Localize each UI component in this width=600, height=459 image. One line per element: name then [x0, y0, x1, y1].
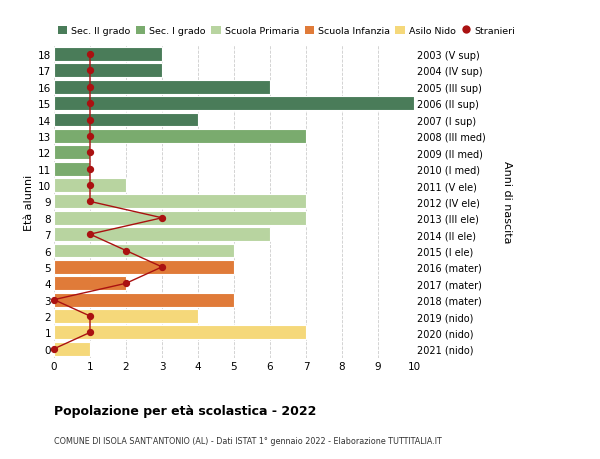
Point	[85, 166, 95, 173]
Bar	[54, 146, 90, 160]
Bar	[54, 113, 198, 127]
Point	[121, 280, 131, 287]
Bar	[54, 326, 306, 340]
Bar	[54, 211, 306, 225]
Bar	[54, 179, 126, 193]
Point	[121, 247, 131, 255]
Bar	[54, 97, 414, 111]
Point	[85, 67, 95, 75]
Point	[85, 149, 95, 157]
Bar	[54, 81, 270, 95]
Bar	[54, 162, 90, 176]
Point	[85, 117, 95, 124]
Bar	[54, 293, 234, 307]
Bar	[54, 228, 270, 241]
Point	[85, 51, 95, 59]
Bar	[54, 129, 306, 144]
Bar	[54, 277, 126, 291]
Legend: Sec. II grado, Sec. I grado, Scuola Primaria, Scuola Infanzia, Asilo Nido, Stran: Sec. II grado, Sec. I grado, Scuola Prim…	[54, 23, 519, 39]
Point	[157, 215, 167, 222]
Y-axis label: Anni di nascita: Anni di nascita	[502, 161, 512, 243]
Bar	[54, 244, 234, 258]
Point	[157, 263, 167, 271]
Point	[85, 84, 95, 91]
Point	[85, 198, 95, 206]
Bar	[54, 342, 90, 356]
Bar	[54, 64, 162, 78]
Bar	[54, 309, 198, 323]
Point	[85, 329, 95, 336]
Bar	[54, 260, 234, 274]
Point	[85, 231, 95, 238]
Point	[49, 297, 59, 304]
Text: Popolazione per età scolastica - 2022: Popolazione per età scolastica - 2022	[54, 404, 316, 417]
Point	[85, 313, 95, 320]
Text: COMUNE DI ISOLA SANT'ANTONIO (AL) - Dati ISTAT 1° gennaio 2022 - Elaborazione TU: COMUNE DI ISOLA SANT'ANTONIO (AL) - Dati…	[54, 436, 442, 445]
Bar	[54, 195, 306, 209]
Bar	[54, 48, 162, 62]
Y-axis label: Età alunni: Età alunni	[24, 174, 34, 230]
Point	[49, 345, 59, 353]
Point	[85, 100, 95, 107]
Point	[85, 182, 95, 189]
Point	[85, 133, 95, 140]
